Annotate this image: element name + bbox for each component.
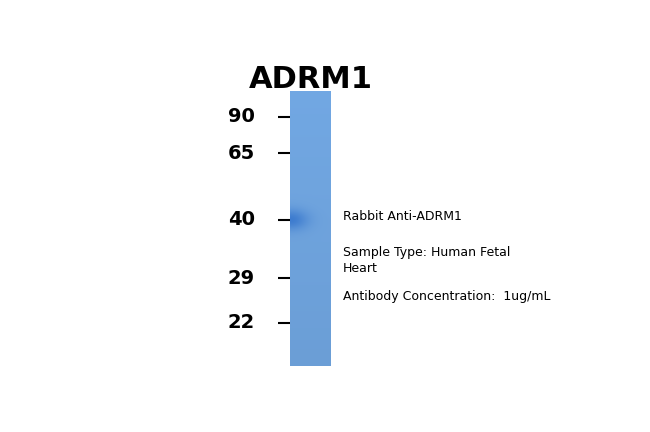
- Text: 22: 22: [227, 314, 255, 333]
- Text: 65: 65: [227, 144, 255, 163]
- Text: Rabbit Anti-ADRM1: Rabbit Anti-ADRM1: [343, 210, 462, 223]
- Text: Antibody Concentration:  1ug/mL: Antibody Concentration: 1ug/mL: [343, 290, 551, 303]
- Text: 40: 40: [228, 210, 255, 229]
- Text: 29: 29: [228, 269, 255, 288]
- Text: 90: 90: [228, 107, 255, 126]
- Text: ADRM1: ADRM1: [248, 65, 372, 94]
- Text: Sample Type: Human Fetal
Heart: Sample Type: Human Fetal Heart: [343, 246, 511, 276]
